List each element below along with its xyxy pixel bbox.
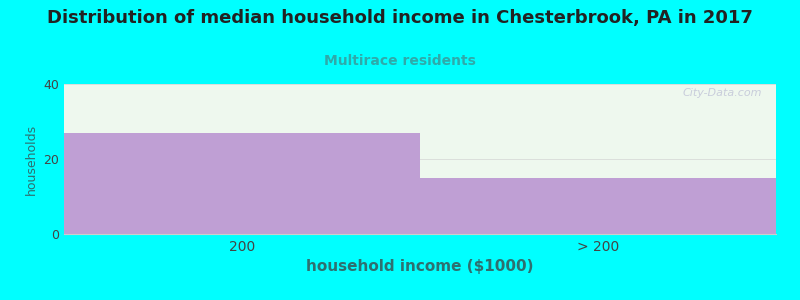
Bar xyxy=(64,133,420,234)
Bar xyxy=(420,178,776,234)
Text: Distribution of median household income in Chesterbrook, PA in 2017: Distribution of median household income … xyxy=(47,9,753,27)
Text: City-Data.com: City-Data.com xyxy=(682,88,762,98)
Y-axis label: households: households xyxy=(25,123,38,195)
X-axis label: household income ($1000): household income ($1000) xyxy=(306,259,534,274)
Text: Multirace residents: Multirace residents xyxy=(324,54,476,68)
